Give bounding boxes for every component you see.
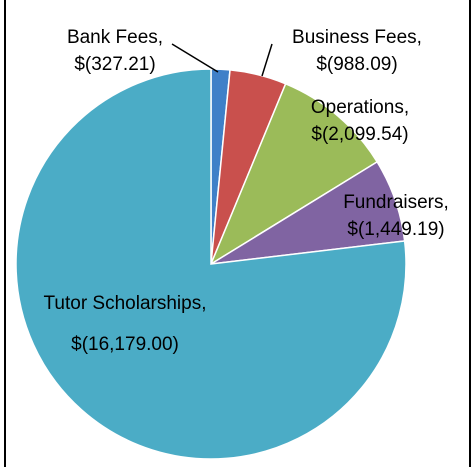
data-label-value: $(988.09) — [316, 54, 397, 75]
pie-slice — [15, 68, 407, 460]
category-name: Tutor Scholarships — [44, 293, 202, 314]
category-name: Bank Fees — [67, 27, 158, 48]
category-name: Operations — [311, 97, 404, 118]
label-separator: , — [417, 27, 422, 48]
label-separator: , — [201, 293, 206, 314]
leader-line — [261, 43, 273, 77]
label-separator: , — [158, 27, 163, 48]
data-label-name: Business Fees, — [292, 27, 422, 48]
data-label-value: $(1,449.19) — [347, 219, 444, 240]
pie-slice — [209, 82, 379, 266]
data-label-name: Fundraisers, — [343, 192, 449, 213]
data-label-name: Bank Fees, — [67, 27, 163, 48]
label-separator: , — [444, 192, 449, 213]
data-label-value: $(327.21) — [74, 54, 155, 75]
data-label-name: Operations, — [311, 97, 409, 118]
data-label-value: $(2,099.54) — [311, 124, 408, 145]
category-name: Business Fees — [292, 27, 417, 48]
leader-line — [171, 43, 219, 73]
data-label-value: $(16,179.00) — [71, 334, 179, 355]
label-separator: , — [404, 97, 409, 118]
category-name: Fundraisers — [343, 192, 443, 213]
data-label-name: Tutor Scholarships, — [44, 293, 207, 314]
